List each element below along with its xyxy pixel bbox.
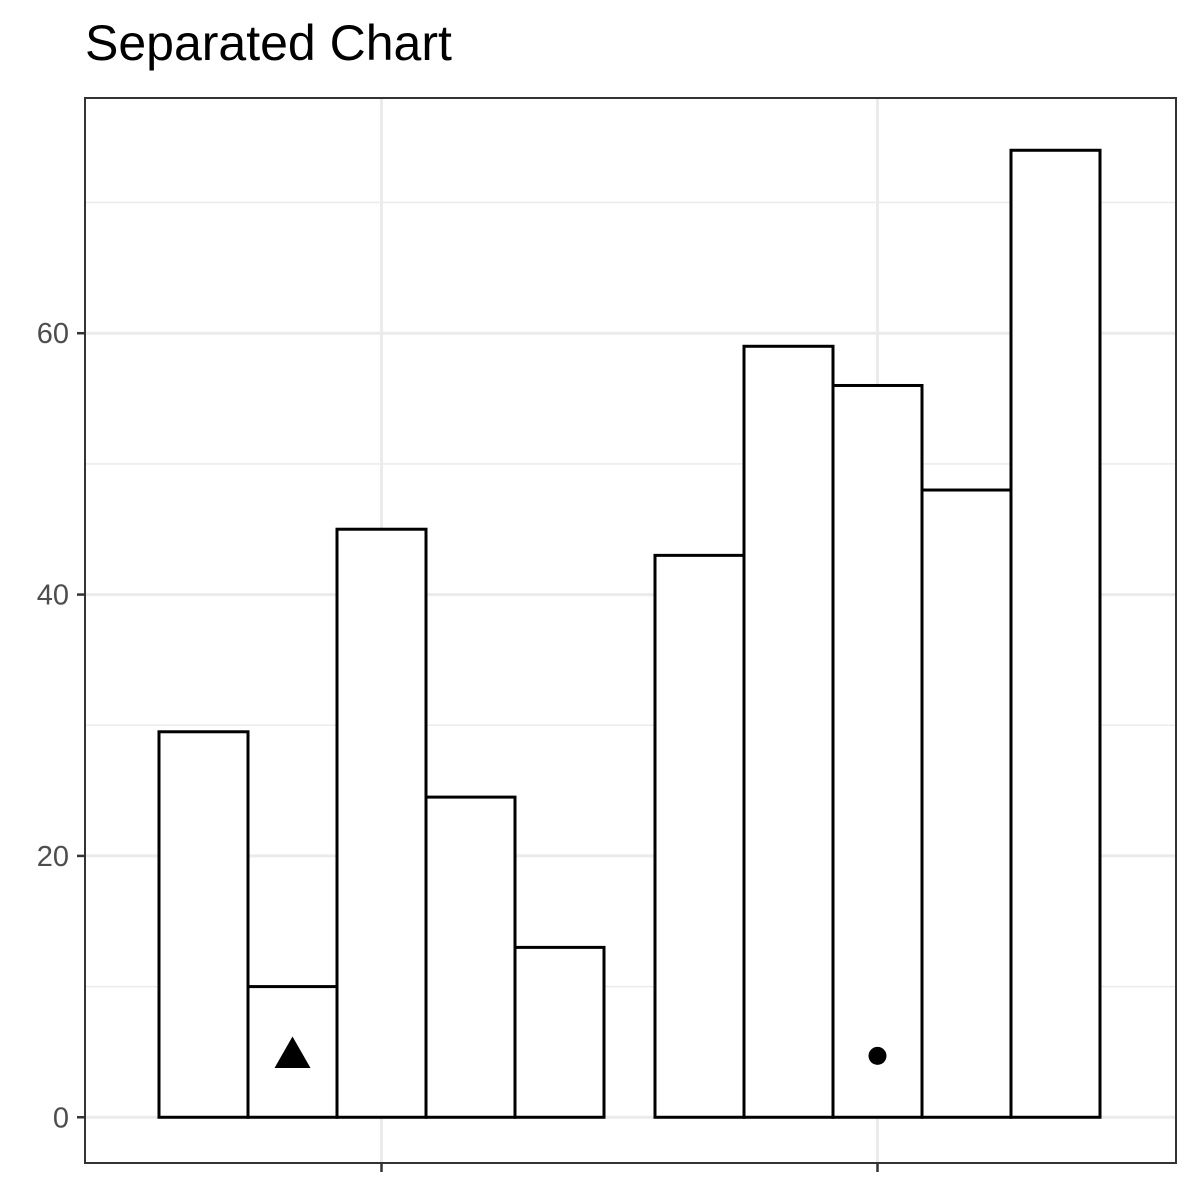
bar	[920, 488, 1013, 1119]
bar	[1009, 148, 1102, 1119]
y-tick-label: 40	[37, 580, 69, 612]
chart-title: Separated Chart	[85, 15, 452, 71]
bar	[424, 795, 517, 1119]
panel-border	[84, 97, 1177, 1164]
bar	[653, 553, 746, 1119]
bar	[513, 945, 606, 1119]
circle-marker	[868, 1046, 887, 1065]
bar	[157, 730, 250, 1119]
y-tick-label: 0	[53, 1102, 69, 1134]
bar	[335, 527, 428, 1119]
triangle-marker	[274, 1036, 311, 1069]
bar	[742, 344, 835, 1119]
y-tick-label: 20	[37, 841, 69, 873]
bar	[831, 383, 924, 1119]
y-tick-label: 60	[37, 318, 69, 350]
